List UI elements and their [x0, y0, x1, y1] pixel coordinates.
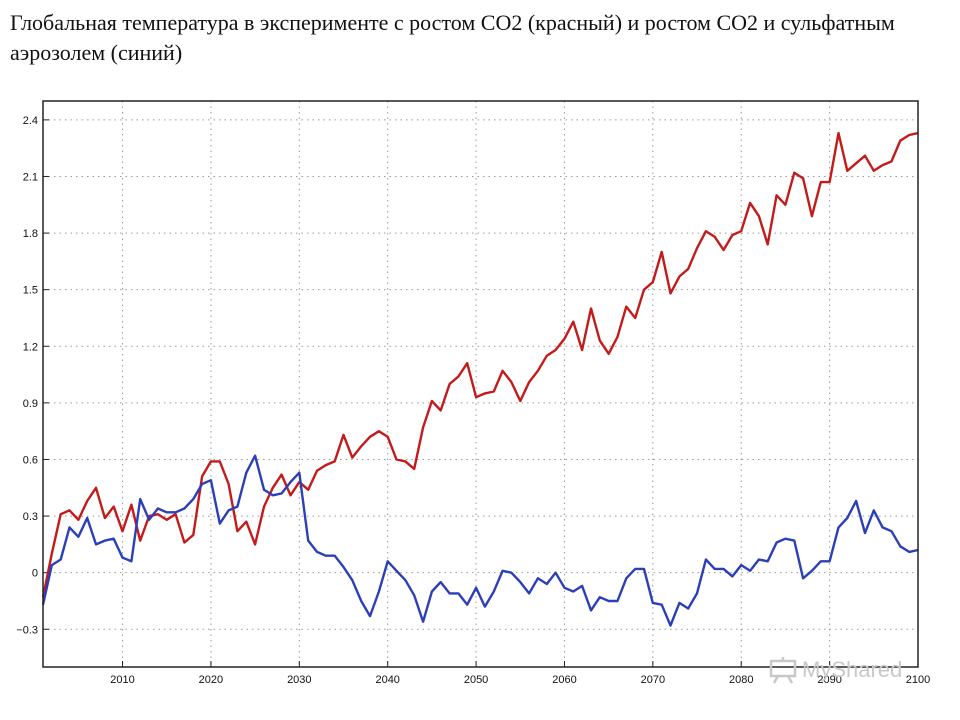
y-tick-label: −0.3	[16, 624, 38, 636]
x-tick-label: 2050	[464, 674, 488, 686]
x-tick-label: 2090	[817, 674, 841, 686]
x-tick-label: 2020	[199, 674, 223, 686]
series-line-2	[41, 454, 919, 627]
series-lines	[41, 131, 919, 627]
x-tick-label: 2080	[729, 674, 753, 686]
x-tick-label: 2030	[287, 674, 311, 686]
x-tick-label: 2060	[552, 674, 576, 686]
y-tick-label: 1.2	[23, 341, 38, 353]
y-tick-labels: −0.3 0 0.3 0.6 0.9 1.2 1.5 1.8 2.1 2.4	[16, 115, 38, 636]
plot-frame	[42, 100, 919, 668]
y-tick-label: 2.4	[23, 115, 38, 127]
y-tick-label: 0.6	[23, 454, 38, 466]
chart-title: Глобальная температура в эксперименте с …	[10, 10, 895, 65]
watermark: MyShared	[768, 656, 902, 684]
x-tick-label: 2040	[375, 674, 399, 686]
x-tick-label: 2070	[641, 674, 665, 686]
watermark-text: MyShared	[802, 657, 903, 682]
y-tick-label: 0	[32, 568, 38, 580]
presentation-board-icon	[769, 657, 797, 684]
y-tick-label: 2.1	[23, 171, 38, 183]
series-line-1	[41, 131, 919, 598]
x-tick-label: 2100	[906, 674, 930, 686]
y-tick-label: 1.5	[23, 285, 38, 297]
axis-ticks	[43, 119, 919, 667]
x-tick-labels: 2010 2020 2030 2040 2050 2060 2070 2080 2090 2100	[110, 674, 930, 686]
y-tick-label: 0.3	[23, 511, 38, 523]
y-tick-label: 0.9	[23, 398, 38, 410]
grid	[43, 101, 919, 667]
x-tick-label: 2010	[110, 674, 134, 686]
y-tick-label: 1.8	[23, 228, 38, 240]
